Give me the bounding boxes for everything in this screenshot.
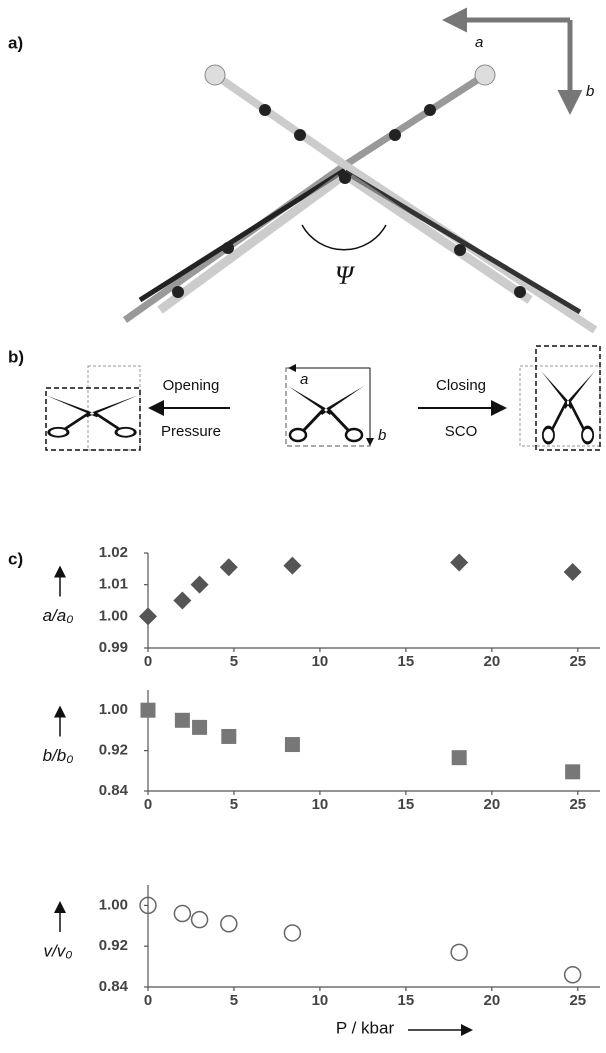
y-axis-label: b/b₀ [43,746,74,765]
y-tick-label: 0.92 [99,937,128,954]
arrow-label: SCO [445,423,478,440]
data-point [192,719,208,735]
x-tick-label: 15 [398,796,415,813]
axis-b-label: b [586,83,594,100]
arrow-label: Pressure [161,423,221,440]
x-tick-label: 25 [569,796,586,813]
x-tick-label: 0 [144,796,152,813]
y-tick-label: 1.00 [99,896,128,913]
x-tick-label: 20 [484,796,501,813]
data-point [220,915,238,933]
data-point [284,737,300,753]
x-tick-label: 0 [144,992,152,1009]
data-point [139,896,157,915]
data-point [190,910,209,929]
x-tick-label: 25 [569,653,586,670]
x-tick-label: 0 [144,653,152,670]
x-tick-label: 15 [398,653,415,670]
y-tick-label: 1.02 [99,544,128,561]
y-tick-label: 0.84 [99,978,129,995]
panel-label: c) [8,549,23,568]
data-point [221,728,237,744]
x-tick-label: 10 [312,653,329,670]
scissors-diagram [44,345,601,451]
x-tick-label: 5 [230,653,238,670]
data-point [563,966,582,984]
y-tick-label: 0.92 [99,742,128,759]
y-tick-label: 1.00 [99,607,128,624]
x-tick-label: 20 [484,992,501,1009]
data-point [283,924,302,942]
axis-a-label: a [475,34,483,51]
data-point [173,591,192,610]
data-point [451,750,467,766]
data-point [140,702,156,718]
data-point [174,712,190,728]
x-axis-label: P / kbar [336,1018,395,1037]
axes-arrows [442,7,583,115]
y-tick-label: 1.00 [99,701,128,718]
x-tick-label: 5 [230,796,238,813]
y-axis-label: v/v₀ [44,941,73,960]
data-point [283,556,302,575]
y-tick-label: 1.01 [99,576,128,593]
x-tick-label: 25 [569,992,586,1009]
cell-b-label: b [378,427,386,444]
x-tick-label: 20 [484,653,501,670]
x-tick-label: 10 [312,992,329,1009]
x-tick-label: 5 [230,992,238,1009]
data-point [173,904,192,923]
data-point [563,563,582,581]
y-tick-label: 0.84 [99,782,129,799]
data-point [219,558,238,577]
x-tick-label: 10 [312,796,329,813]
arrow-label: Opening [163,377,220,394]
angle-label: Ψ [335,261,356,290]
data-point [565,764,581,780]
panel-label: b) [8,347,24,366]
y-tick-label: 0.99 [99,639,128,656]
x-tick-label: 15 [398,992,415,1009]
y-axis-label: a/a₀ [43,606,74,625]
arrow-label: Closing [436,377,486,394]
data-point [450,553,469,572]
molecule [122,64,598,334]
cell-a-label: a [300,371,308,388]
data-point [139,607,157,626]
data-point [190,575,209,594]
panel-label: a) [8,33,23,52]
data-point [450,943,468,962]
